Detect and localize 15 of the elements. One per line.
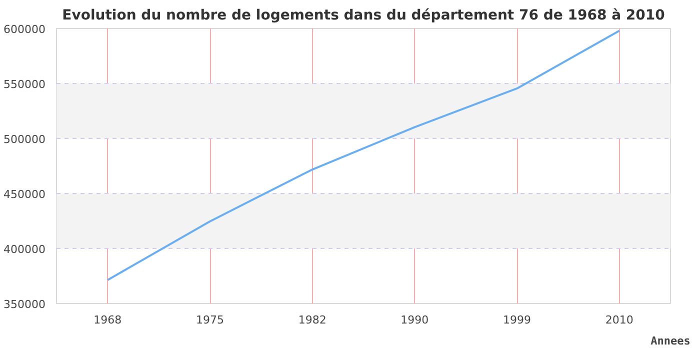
- chart-title: Evolution du nombre de logements dans du département 76 de 1968 à 2010: [62, 8, 666, 24]
- y-tick-label: 600000: [4, 23, 46, 36]
- x-axis-title: Annees: [650, 334, 690, 348]
- x-tick-label: 1975: [196, 314, 224, 326]
- y-tick-label: 500000: [4, 133, 46, 146]
- y-tick-label: 550000: [4, 78, 46, 91]
- y-tick-label: 350000: [4, 298, 46, 311]
- y-tick-label: 450000: [4, 188, 46, 201]
- x-tick-label: 1982: [298, 314, 326, 326]
- x-tick-label: 2010: [605, 314, 634, 326]
- y-tick-label: 400000: [4, 243, 46, 256]
- x-tick-label: 1968: [94, 314, 122, 326]
- x-tick-label: 1999: [503, 314, 532, 326]
- line-series: [106, 30, 620, 281]
- x-tick-label: 1990: [400, 314, 429, 326]
